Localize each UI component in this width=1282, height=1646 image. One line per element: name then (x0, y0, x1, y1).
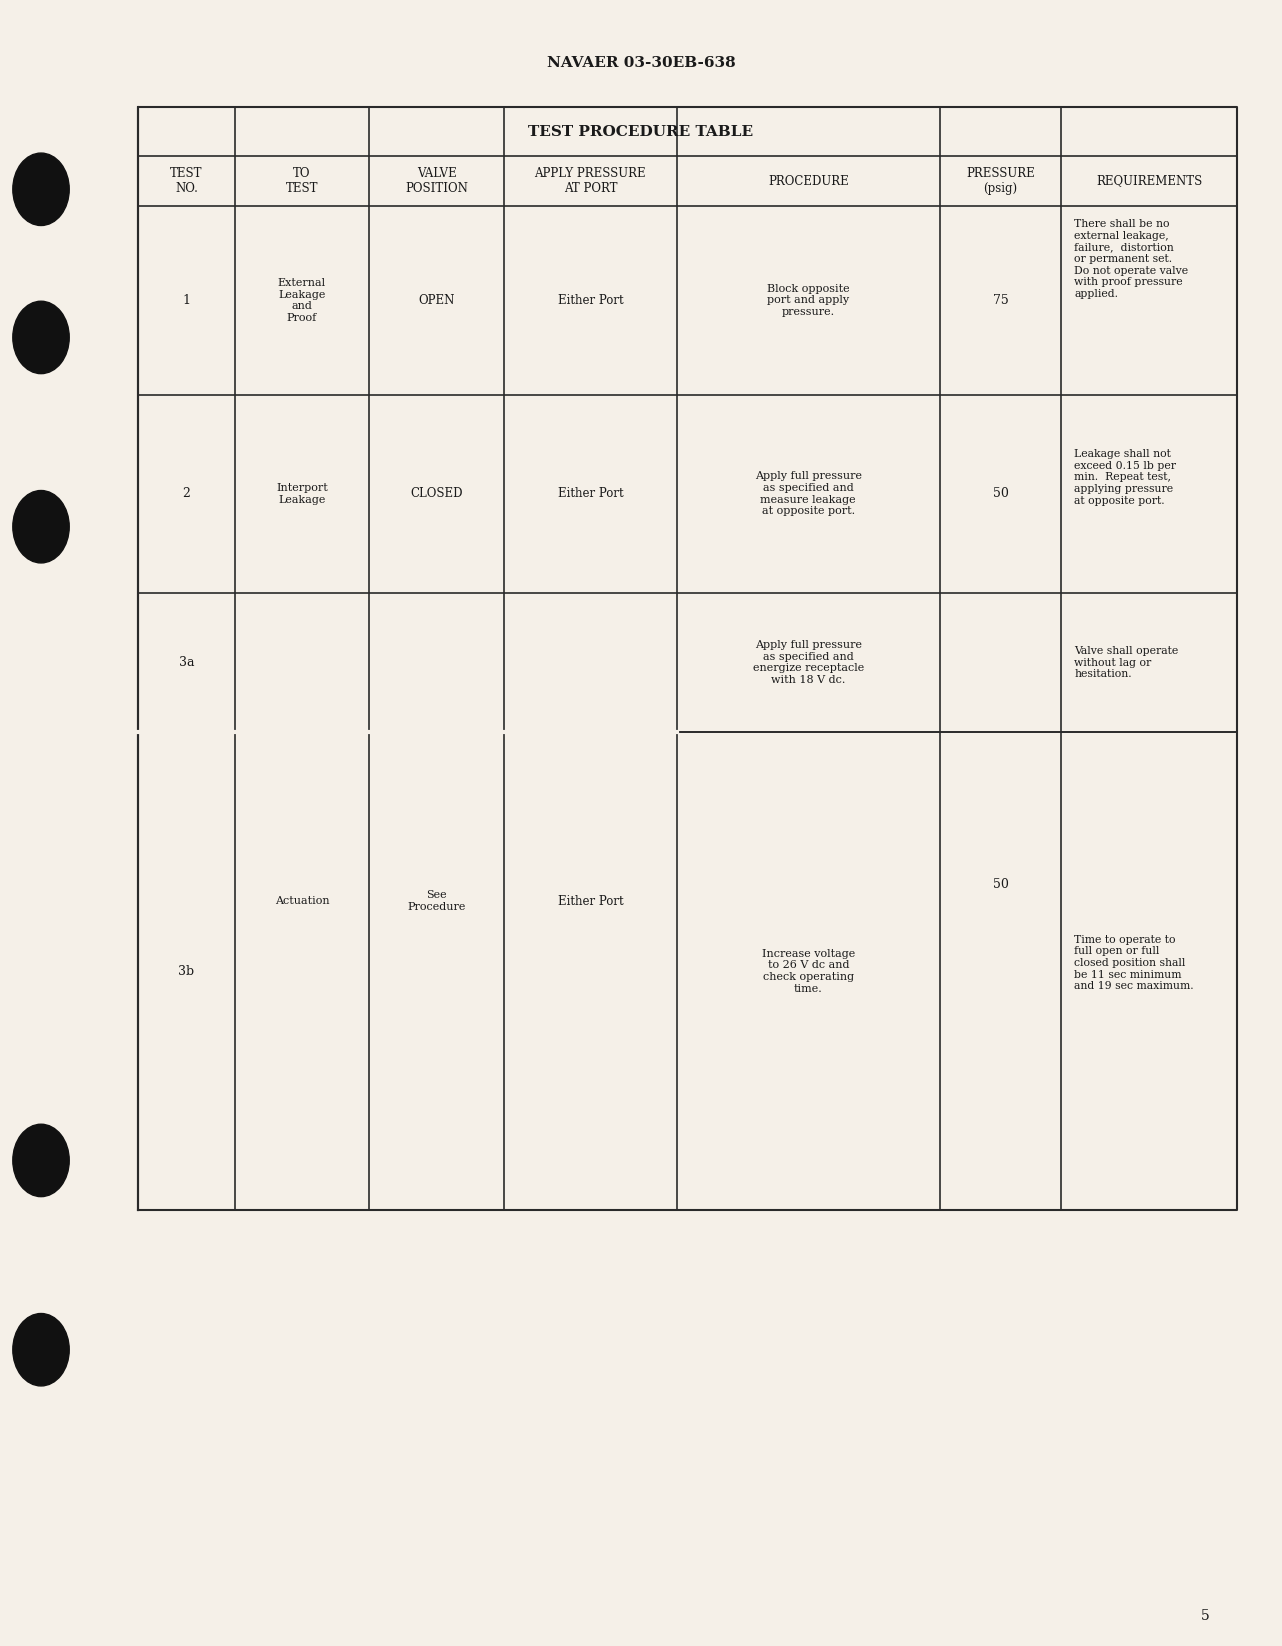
Text: OPEN: OPEN (418, 295, 455, 306)
Text: NAVAER 03-30EB-638: NAVAER 03-30EB-638 (546, 56, 736, 69)
Circle shape (13, 1314, 69, 1386)
Text: Apply full pressure
as specified and
measure leakage
at opposite port.: Apply full pressure as specified and mea… (755, 471, 862, 517)
Text: 3b: 3b (178, 965, 195, 978)
Text: Leakage shall not
exceed 0.15 lb per
min.  Repeat test,
applying pressure
at opp: Leakage shall not exceed 0.15 lb per min… (1074, 449, 1177, 505)
Text: See
Procedure: See Procedure (408, 890, 465, 912)
Text: Either Port: Either Port (558, 487, 623, 500)
Text: REQUIREMENTS: REQUIREMENTS (1096, 174, 1203, 188)
Text: Interport
Leakage: Interport Leakage (276, 482, 328, 505)
Text: 50: 50 (992, 879, 1009, 890)
Text: TEST
NO.: TEST NO. (171, 166, 203, 196)
Text: There shall be no
external leakage,
failure,  distortion
or permanent set.
Do no: There shall be no external leakage, fail… (1074, 219, 1188, 300)
Circle shape (13, 1124, 69, 1197)
Text: CLOSED: CLOSED (410, 487, 463, 500)
Text: TO
TEST: TO TEST (286, 166, 318, 196)
Text: Apply full pressure
as specified and
energize receptacle
with 18 V dc.: Apply full pressure as specified and ene… (753, 640, 864, 685)
Text: APPLY PRESSURE
AT PORT: APPLY PRESSURE AT PORT (535, 166, 646, 196)
Text: Actuation: Actuation (274, 895, 329, 907)
Text: External
Leakage
and
Proof: External Leakage and Proof (278, 278, 326, 323)
Text: 1: 1 (182, 295, 191, 306)
Text: Either Port: Either Port (558, 295, 623, 306)
Text: 2: 2 (182, 487, 191, 500)
Text: PRESSURE
(psig): PRESSURE (psig) (967, 166, 1035, 196)
Text: 5: 5 (1201, 1610, 1209, 1623)
Text: VALVE
POSITION: VALVE POSITION (405, 166, 468, 196)
Text: 3a: 3a (178, 657, 195, 668)
Text: Valve shall operate
without lag or
hesitation.: Valve shall operate without lag or hesit… (1074, 645, 1178, 680)
Text: Block opposite
port and apply
pressure.: Block opposite port and apply pressure. (767, 283, 850, 318)
Text: Either Port: Either Port (558, 895, 623, 907)
Text: Increase voltage
to 26 V dc and
check operating
time.: Increase voltage to 26 V dc and check op… (762, 948, 855, 994)
Circle shape (13, 301, 69, 374)
Text: PROCEDURE: PROCEDURE (768, 174, 849, 188)
Text: 50: 50 (992, 487, 1009, 500)
Text: TEST PROCEDURE TABLE: TEST PROCEDURE TABLE (528, 125, 754, 138)
Text: 75: 75 (992, 295, 1009, 306)
Text: Time to operate to
full open or full
closed position shall
be 11 sec minimum
and: Time to operate to full open or full clo… (1074, 935, 1194, 991)
Circle shape (13, 153, 69, 226)
Circle shape (13, 491, 69, 563)
